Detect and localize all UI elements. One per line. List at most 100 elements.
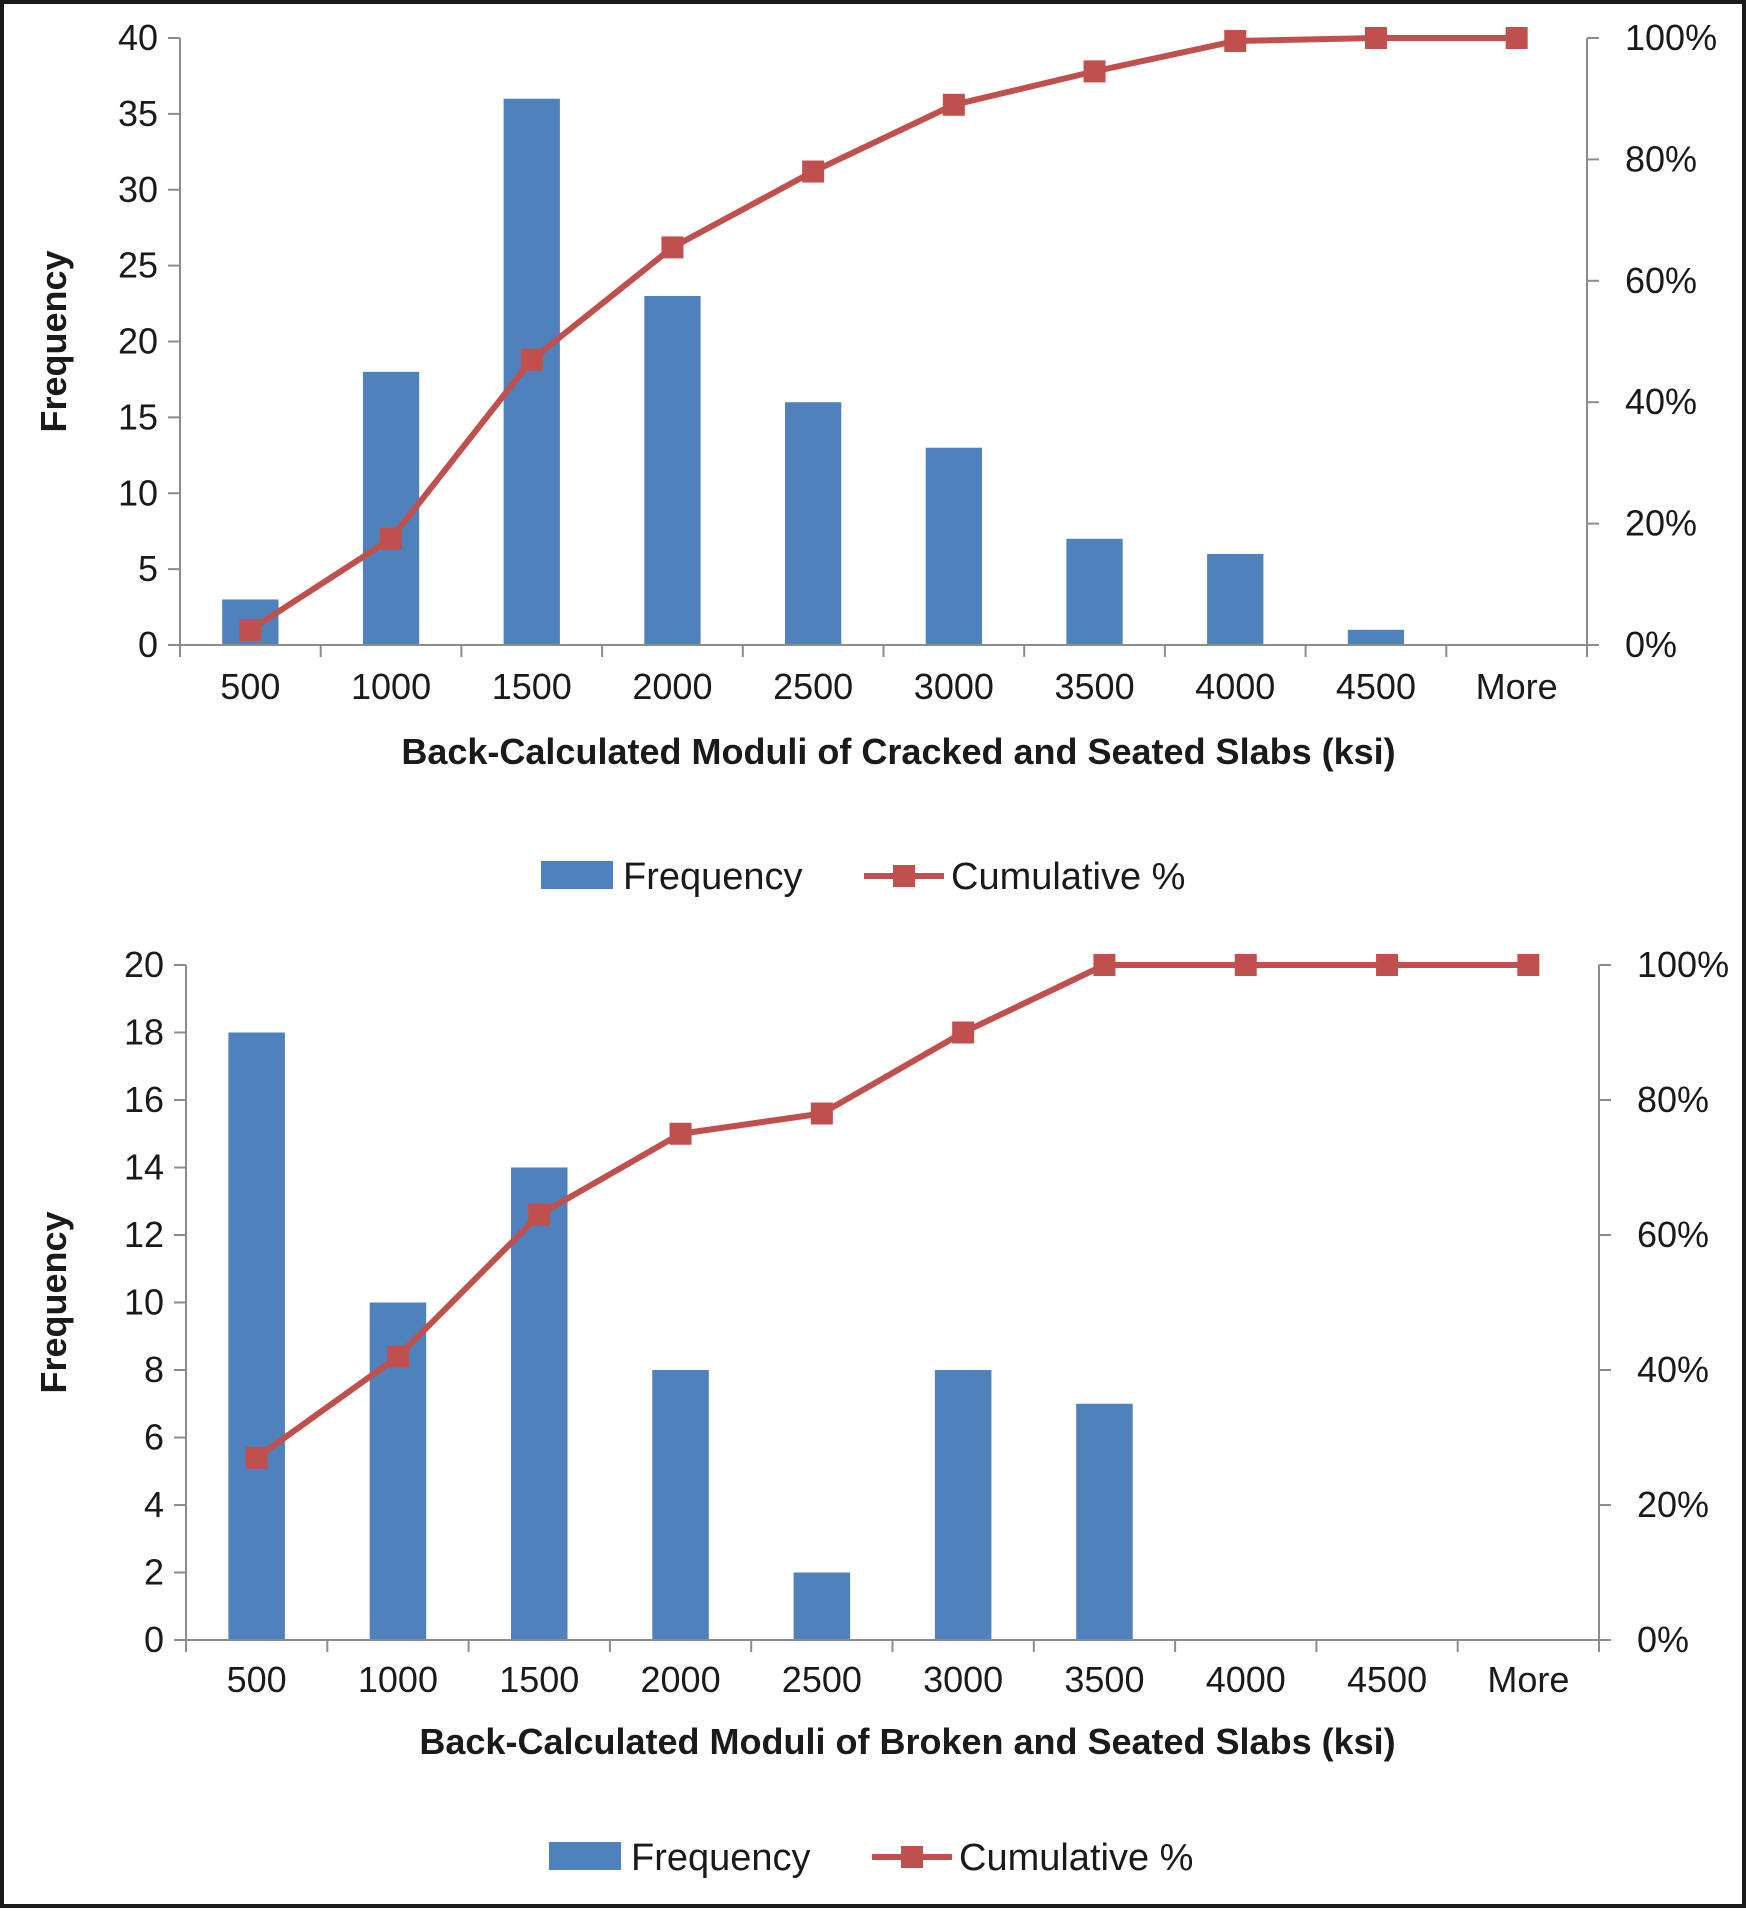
frequency-bar <box>652 1370 709 1640</box>
y2-tick-label: 0% <box>1625 624 1677 665</box>
y2-tick-label: 60% <box>1637 1214 1709 1255</box>
x-tick-label: 1000 <box>358 1659 438 1700</box>
y2-tick-label: 80% <box>1625 138 1697 179</box>
y-tick-label: 18 <box>124 1012 164 1053</box>
frequency-bar <box>644 295 701 645</box>
legend-frequency-swatch <box>541 861 613 889</box>
cumulative-marker <box>1234 954 1257 976</box>
y-tick-label: 6 <box>144 1417 164 1458</box>
cumulative-line <box>248 35 1517 633</box>
x-tick-label: 2000 <box>632 666 712 707</box>
frequency-bar <box>925 447 982 645</box>
x-axis-title: Back-Calculated Moduli of Cracked and Se… <box>401 731 1395 772</box>
cumulative-marker <box>380 527 403 550</box>
x-tick-label: 4500 <box>1336 666 1416 707</box>
legend-cumulative-label: Cumulative % <box>951 856 1185 898</box>
cumulative-marker <box>239 618 262 641</box>
frequency-bar <box>1066 538 1123 645</box>
x-tick-label: More <box>1476 666 1558 707</box>
x-axis-title: Back-Calculated Moduli of Broken and Sea… <box>419 1721 1395 1762</box>
x-tick-label: 500 <box>227 1659 287 1700</box>
x-tick-label: 3000 <box>923 1659 1003 1700</box>
y-tick-label: 10 <box>118 472 158 513</box>
frequency-bar <box>934 1370 992 1640</box>
x-tick-label: 3500 <box>1064 1659 1144 1700</box>
cumulative-marker <box>528 1203 551 1226</box>
y-tick-label: 2 <box>144 1552 164 1593</box>
x-tick-label: 2500 <box>773 666 853 707</box>
legend-cumulative-label: Cumulative % <box>959 1837 1193 1879</box>
y2-tick-label: 40% <box>1637 1349 1709 1390</box>
y2-tick-label: 100% <box>1625 17 1717 58</box>
y-tick-label: 20 <box>124 944 164 985</box>
cumulative-marker <box>802 160 825 183</box>
cumulative-marker <box>1517 954 1540 976</box>
x-tick-label: 2500 <box>782 1659 862 1700</box>
cumulative-marker <box>669 1122 692 1145</box>
y-tick-label: 0 <box>138 624 158 665</box>
cumulative-marker <box>386 1345 409 1368</box>
y2-tick-label: 100% <box>1637 944 1729 985</box>
frequency-bar <box>785 402 842 645</box>
cumulative-marker <box>1093 954 1116 976</box>
x-tick-label: 2000 <box>641 1659 721 1700</box>
y2-tick-label: 20% <box>1637 1484 1709 1525</box>
cumulative-marker <box>1083 60 1106 83</box>
frequency-bar <box>362 371 420 645</box>
y-tick-label: 20 <box>118 321 158 362</box>
y2-tick-label: 60% <box>1625 260 1697 301</box>
cumulative-marker <box>1224 30 1247 53</box>
frequency-bar <box>228 1032 285 1640</box>
cumulative-marker <box>1364 27 1387 49</box>
x-tick-label: 4000 <box>1195 666 1275 707</box>
frequency-bar <box>510 1167 568 1640</box>
chart-2: 500 1000 1500 2000 2500 3000 3500 4000 4500 More 0… <box>33 944 1729 1879</box>
legend-cumulative-marker <box>901 1846 923 1868</box>
cumulative-marker <box>520 348 543 371</box>
y-tick-label: 35 <box>118 93 158 134</box>
frequency-bar <box>503 98 560 645</box>
y-tick-label: 8 <box>144 1349 164 1390</box>
cumulative-marker <box>661 236 684 259</box>
y-axis-title: Frequency <box>33 250 74 432</box>
y2-tick-label: 0% <box>1637 1619 1689 1660</box>
x-tick-label: 1000 <box>351 666 431 707</box>
legend-frequency-label: Frequency <box>623 856 803 898</box>
y-axis-title: Frequency <box>33 1211 74 1393</box>
legend: Frequency Cumulative % <box>541 856 1185 898</box>
x-tick-label: 1500 <box>492 666 572 707</box>
cumulative-marker <box>952 1021 975 1044</box>
chart-1: 500 1000 1500 2000 2500 3000 3500 4000 4500 More 0… <box>33 17 1717 898</box>
y-tick-label: 30 <box>118 169 158 210</box>
cumulative-marker <box>245 1446 268 1469</box>
y2-tick-label: 80% <box>1637 1079 1709 1120</box>
x-tick-label: 3000 <box>914 666 994 707</box>
chart-canvas: 500 1000 1500 2000 2500 3000 3500 4000 4500 More0… <box>33 17 1729 1879</box>
y2-tick-label: 40% <box>1625 381 1697 422</box>
y-tick-label: 0 <box>144 1619 164 1660</box>
legend-frequency-swatch <box>549 1842 621 1870</box>
legend-cumulative-marker <box>893 865 915 887</box>
x-tick-label: 3500 <box>1055 666 1135 707</box>
y-tick-label: 15 <box>118 396 158 437</box>
frequency-bar <box>793 1572 851 1640</box>
y-tick-label: 25 <box>118 245 158 286</box>
y-tick-label: 10 <box>124 1282 164 1323</box>
frequency-bar <box>1347 629 1405 645</box>
cumulative-line <box>254 962 1529 1461</box>
cumulative-marker <box>1505 27 1528 49</box>
frequency-bar <box>1207 553 1264 645</box>
x-tick-label: 4500 <box>1347 1659 1427 1700</box>
cumulative-marker <box>1376 954 1399 976</box>
cumulative-marker <box>810 1102 833 1125</box>
y-tick-label: 40 <box>118 17 158 58</box>
x-tick-label: 1500 <box>499 1659 579 1700</box>
x-tick-label: More <box>1487 1659 1569 1700</box>
legend-frequency-label: Frequency <box>631 1837 811 1879</box>
x-tick-label: 4000 <box>1206 1659 1286 1700</box>
x-tick-label: 500 <box>220 666 280 707</box>
y-tick-label: 4 <box>144 1484 164 1525</box>
y-tick-label: 16 <box>124 1079 164 1120</box>
cumulative-marker <box>942 93 965 116</box>
